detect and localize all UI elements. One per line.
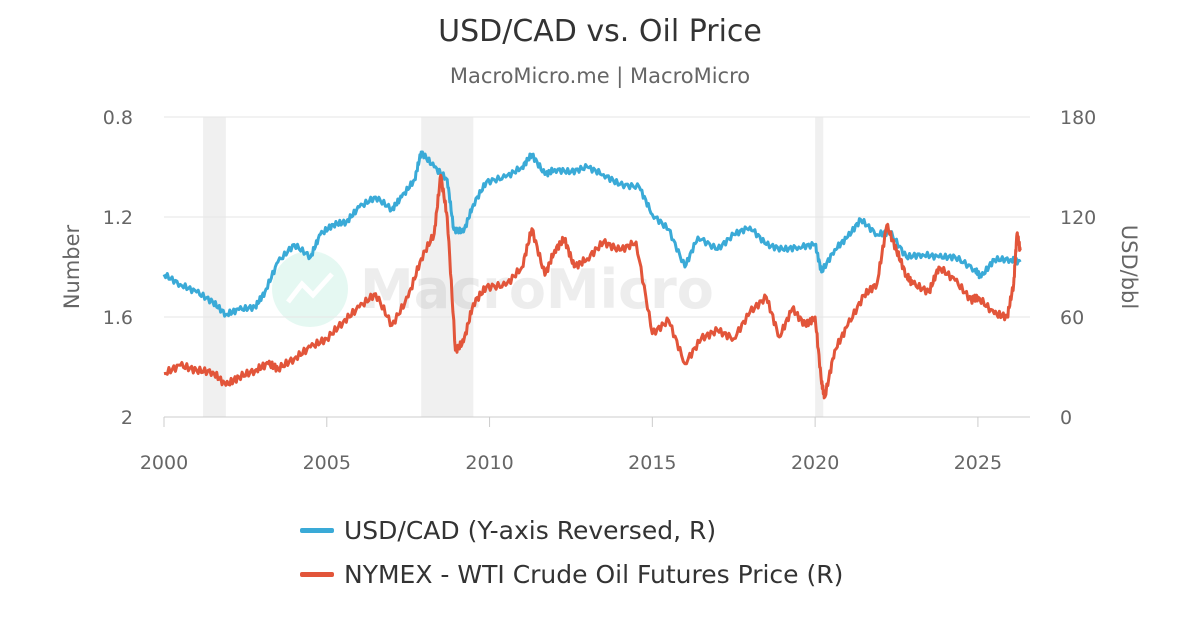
left-tick-label: 2 <box>121 407 133 429</box>
x-tick-label: 2010 <box>465 452 513 474</box>
legend-label-wti: NYMEX - WTI Crude Oil Futures Price (R) <box>344 559 844 589</box>
legend-item-usdcad[interactable]: USD/CAD (Y-axis Reversed, R) <box>300 508 843 552</box>
right-tick-label: 0 <box>1060 407 1072 429</box>
chart-subtitle: MacroMicro.me | MacroMicro <box>449 64 751 88</box>
legend-swatch-usdcad <box>300 527 334 533</box>
left-tick-label: 1.6 <box>103 307 133 329</box>
x-tick-label: 2000 <box>140 452 188 474</box>
right-axis-title: USD/bbl <box>1117 225 1141 309</box>
right-axis: 0 60 120 180 <box>1060 107 1096 429</box>
x-tick-label: 2005 <box>303 452 351 474</box>
right-tick-label: 60 <box>1060 307 1084 329</box>
right-tick-label: 120 <box>1060 207 1096 229</box>
x-axis: 2000 2005 2010 2015 2020 2025 <box>140 417 1002 474</box>
x-tick-label: 2015 <box>628 452 676 474</box>
x-tick-label: 2025 <box>954 452 1002 474</box>
right-tick-label: 180 <box>1060 107 1096 129</box>
chart-title: USD/CAD vs. Oil Price <box>438 14 762 49</box>
recession-band <box>203 117 226 417</box>
watermark: MacroMicro <box>272 251 714 327</box>
left-axis-title: Number <box>60 224 84 309</box>
recession-band <box>421 117 474 417</box>
x-tick-label: 2020 <box>791 452 839 474</box>
watermark-logo-mark <box>286 272 334 304</box>
left-axis: 0.8 1.2 1.6 2 <box>103 107 133 429</box>
legend: USD/CAD (Y-axis Reversed, R) NYMEX - WTI… <box>300 508 843 596</box>
left-tick-label: 0.8 <box>103 107 133 129</box>
grid <box>164 116 1030 418</box>
left-tick-label: 1.2 <box>103 207 133 229</box>
legend-swatch-wti <box>300 571 334 577</box>
watermark-logo <box>272 251 348 327</box>
legend-label-usdcad: USD/CAD (Y-axis Reversed, R) <box>344 515 717 545</box>
series-line-wti <box>163 173 1022 400</box>
series-line-usdcad <box>162 150 1022 318</box>
series-layer <box>162 150 1022 400</box>
legend-item-wti[interactable]: NYMEX - WTI Crude Oil Futures Price (R) <box>300 552 843 596</box>
